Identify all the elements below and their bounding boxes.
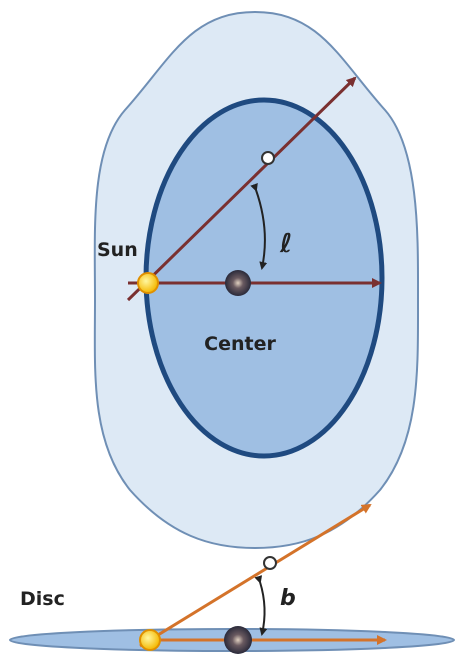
latitude-label: b: [280, 586, 296, 611]
galactic-center: [225, 270, 251, 296]
center-label: Center: [204, 333, 276, 355]
angle-label: ℓ: [279, 229, 292, 259]
latitude-arc: [254, 575, 268, 636]
star-side: [263, 556, 277, 570]
galactic-center-side: [224, 626, 252, 654]
star-direction: [126, 76, 357, 302]
sun: [137, 272, 159, 294]
star: [261, 151, 275, 165]
angle-arc: [250, 183, 268, 270]
disc-label: Disc: [20, 588, 65, 610]
sun-side: [139, 629, 161, 651]
sun-label: Sun: [97, 239, 138, 261]
